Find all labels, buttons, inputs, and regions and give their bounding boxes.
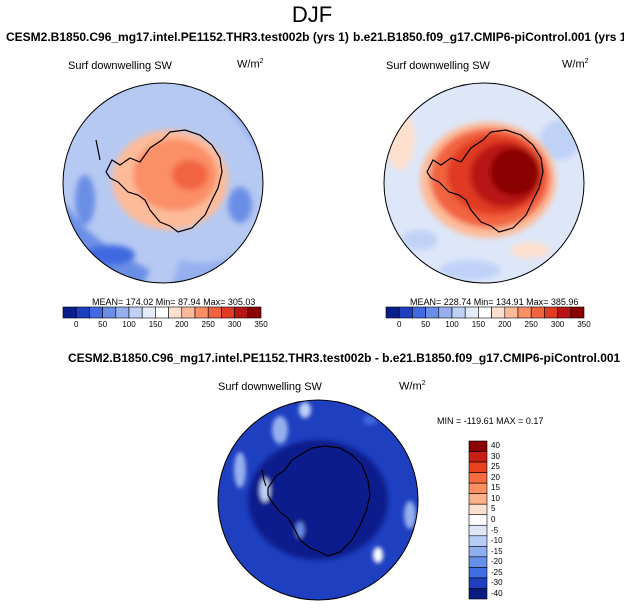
colorbar-panel2-swatch [412,306,426,319]
colorbar-panel2-tick-label: 300 [550,320,565,329]
colorbar-panel1-swatch [75,306,90,319]
colorbar-diff-swatch [468,451,488,463]
colorbar-panel1-swatch [221,306,235,319]
colorbar-panel2-swatch [398,306,413,319]
colorbar-panel1 [62,306,262,319]
map-panel-diff [218,400,418,600]
colorbar-diff-swatch [468,535,488,547]
colorbar-panel1-swatch [141,306,156,319]
colorbar-diff-swatch [468,493,488,505]
diff-units: W/m2 [399,380,426,393]
antarctica-coastline-1 [95,129,223,233]
colorbar-panel1-tick-label: 50 [98,320,108,329]
colorbar-diff-swatch [468,472,488,484]
colorbar-diff-swatch [468,546,488,558]
colorbar-panel1-tick-label: 0 [73,320,79,329]
colorbar-panel1-swatch [247,306,262,319]
colorbar-panel2-tick-label: 250 [524,320,538,329]
antarctica-coastline-diff [261,445,371,557]
colorbar-diff-swatch [468,556,488,568]
colorbar-panel1-tick-label: 100 [122,320,136,329]
diff-variable-label: Surf downwelling SW [218,381,322,393]
colorbar-panel1-swatch [155,306,169,319]
colorbar-panel2-swatch [544,306,558,319]
colorbar-diff-swatch [468,482,488,494]
colorbar-panel2-swatch [491,306,506,319]
panel2-variable-label: Surf downwelling SW [386,60,490,72]
diff-stats: MIN = -119.61 MAX = 0.17 [437,416,544,426]
colorbar-panel1-tick-label: 150 [148,320,163,329]
panel2-colorbar-ticks: 0 50 100 150 200 250 300 350 [0,320,624,334]
colorbar-diff-swatch [468,567,488,579]
colorbar-panel1-swatch [234,306,249,319]
colorbar-panel2-swatch [425,306,440,319]
panel2-title: b.e21.B1850.f09_g17.CMIP6-piControl.001 … [353,30,624,44]
panel2-units: W/m2 [562,58,589,71]
colorbar-panel1-tick-label: 350 [254,320,268,329]
colorbar-diff-swatch [468,577,488,589]
season-title: DJF [291,2,333,27]
colorbar-panel1-swatch [128,306,143,319]
map-panel1 [63,83,263,283]
colorbar-panel2-swatch [478,306,492,319]
colorbar-panel1-swatch [115,306,130,319]
diff-title: CESM2.B1850.C96_mg17.intel.PE1152.THR3.t… [68,351,621,365]
colorbar-panel2-swatch [530,306,545,319]
colorbar-panel2-swatch [504,306,519,319]
colorbar-panel1-swatch [194,306,209,319]
colorbar-panel1-swatch [62,306,77,319]
map-panel2 [384,83,584,283]
colorbar-panel2-tick-label: 0 [396,320,402,329]
colorbar-diff-swatch [468,524,488,537]
panel1-title: CESM2.B1850.C96_mg17.intel.PE1152.THR3.t… [6,30,349,44]
colorbar-diff [468,440,488,600]
antarctica-coastline-2 [426,129,544,233]
colorbar-panel1-swatch [102,306,117,319]
colorbar-panel2-tick-label: 350 [577,320,591,329]
panel1-stats: MEAN= 174.02 Min= 87.94 Max= 305.03 [92,297,256,307]
panel1-units: W/m2 [237,58,264,71]
colorbar-panel2-swatch [557,306,572,319]
colorbar-panel1-swatch [89,306,103,319]
colorbar-panel1-tick-label: 300 [227,320,242,329]
colorbar-panel2 [385,306,585,319]
colorbar-panel2-tick-label: 50 [421,320,431,329]
colorbar-panel2-swatch [464,306,479,319]
colorbar-panel1-swatch [207,306,222,319]
colorbar-diff-swatch [468,461,488,473]
colorbar-panel2-tick-label: 100 [445,320,459,329]
colorbar-panel1-swatch [181,306,196,319]
colorbar-diff-swatch [468,440,488,452]
colorbar-panel2-swatch [570,306,585,319]
colorbar-diff-swatch [468,503,488,516]
colorbar-diff-swatch [468,588,488,600]
panel1-variable-label: Surf downwelling SW [68,60,172,72]
colorbar-panel1-swatch [168,306,183,319]
colorbar-panel2-swatch [385,306,400,319]
colorbar-panel1-tick-label: 250 [201,320,215,329]
colorbar-panel1-tick-label: 200 [175,320,189,329]
colorbar-diff-swatch [468,514,488,526]
panel1-colorbar-ticks: 0 50 100 150 200 250 300 350 [0,320,624,334]
colorbar-panel2-swatch [517,306,532,319]
colorbar-panel2-swatch [438,306,453,319]
colorbar-panel2-tick-label: 150 [471,320,486,329]
panel2-stats: MEAN= 228.74 Min= 134.91 Max= 385.96 [410,297,579,307]
colorbar-panel2-swatch [451,306,466,319]
colorbar-panel2-tick-label: 200 [498,320,512,329]
